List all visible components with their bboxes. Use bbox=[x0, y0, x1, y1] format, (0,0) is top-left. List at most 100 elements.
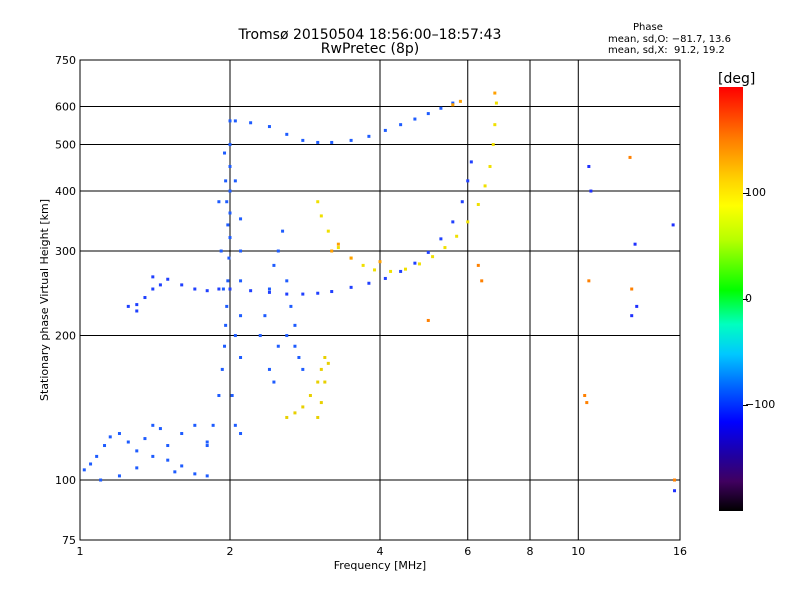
data-point bbox=[221, 287, 225, 291]
data-point bbox=[323, 380, 327, 384]
data-point bbox=[126, 440, 130, 444]
data-point bbox=[589, 189, 593, 193]
data-point bbox=[267, 287, 271, 291]
data-point bbox=[349, 256, 353, 260]
x-tick-label: 4 bbox=[377, 545, 384, 558]
colorbar-tick-label: 100 bbox=[745, 186, 766, 199]
data-point bbox=[630, 287, 634, 291]
colorbar-tick-mark bbox=[743, 405, 748, 406]
data-point bbox=[158, 427, 162, 431]
data-point bbox=[239, 314, 243, 318]
data-point bbox=[239, 249, 243, 253]
data-point bbox=[483, 184, 487, 188]
data-point bbox=[267, 125, 271, 129]
data-point bbox=[426, 112, 430, 116]
data-point bbox=[451, 220, 455, 224]
y-tick-label: 75 bbox=[62, 534, 76, 547]
data-point bbox=[233, 334, 237, 338]
y-tick-label: 400 bbox=[55, 185, 76, 198]
data-point bbox=[158, 283, 162, 287]
data-point bbox=[336, 246, 340, 250]
data-point bbox=[633, 242, 637, 246]
data-point bbox=[143, 296, 147, 300]
data-point bbox=[223, 344, 227, 348]
data-point bbox=[316, 380, 320, 384]
data-point bbox=[225, 304, 229, 308]
data-point bbox=[671, 223, 675, 227]
data-point bbox=[89, 462, 93, 466]
data-point bbox=[226, 223, 230, 227]
data-point bbox=[443, 246, 447, 250]
data-point bbox=[205, 444, 209, 448]
data-point bbox=[491, 143, 495, 147]
data-point bbox=[426, 318, 430, 322]
colorbar-tick-mark bbox=[743, 193, 748, 194]
chart-title-line-2: RwPretec (8p) bbox=[320, 41, 420, 57]
phase-stats-o: mean, sd,O: −81.7, 13.6 bbox=[608, 34, 731, 45]
data-point bbox=[289, 304, 293, 308]
data-point bbox=[223, 151, 227, 155]
data-point bbox=[476, 263, 480, 267]
data-point bbox=[293, 323, 297, 327]
x-tick-label: 6 bbox=[464, 545, 471, 558]
data-point bbox=[228, 143, 232, 147]
data-point bbox=[301, 405, 305, 409]
data-point bbox=[585, 401, 589, 405]
data-point bbox=[493, 91, 497, 95]
y-tick-label: 500 bbox=[55, 139, 76, 152]
data-point bbox=[349, 138, 353, 142]
data-point bbox=[82, 468, 86, 472]
data-point bbox=[180, 283, 184, 287]
data-point bbox=[151, 275, 155, 279]
data-point bbox=[587, 164, 591, 168]
data-point bbox=[166, 444, 170, 448]
data-point bbox=[367, 281, 371, 285]
data-point bbox=[336, 242, 340, 246]
data-point bbox=[308, 394, 312, 398]
data-point bbox=[220, 367, 224, 371]
phase-stats-header: Phase bbox=[633, 22, 663, 33]
data-point bbox=[493, 123, 497, 127]
data-point bbox=[316, 140, 320, 144]
data-point bbox=[373, 268, 377, 272]
y-tick-label: 600 bbox=[55, 101, 76, 114]
colorbar-tick-label: 0 bbox=[745, 292, 752, 305]
data-point bbox=[330, 249, 334, 253]
data-point bbox=[239, 217, 243, 221]
data-point bbox=[494, 101, 498, 105]
data-point bbox=[217, 394, 221, 398]
x-tick-label: 2 bbox=[227, 545, 234, 558]
data-point bbox=[135, 449, 139, 453]
x-tick-label: 8 bbox=[527, 545, 534, 558]
data-point bbox=[276, 249, 280, 253]
data-point bbox=[476, 202, 480, 206]
data-point bbox=[451, 101, 455, 105]
data-point bbox=[383, 276, 387, 280]
y-tick-label: 750 bbox=[55, 54, 76, 67]
data-point bbox=[230, 394, 234, 398]
data-point bbox=[205, 289, 209, 293]
data-point bbox=[99, 478, 103, 482]
x-tick-label: 1 bbox=[77, 545, 84, 558]
data-point bbox=[466, 179, 470, 183]
data-point bbox=[316, 415, 320, 419]
data-point bbox=[628, 155, 632, 159]
data-point bbox=[263, 314, 267, 318]
data-point bbox=[403, 267, 407, 271]
data-point bbox=[383, 128, 387, 132]
phase-stats-x: mean, sd,X: 91.2, 19.2 bbox=[608, 45, 725, 56]
data-point bbox=[228, 287, 232, 291]
data-point bbox=[151, 423, 155, 427]
data-point bbox=[367, 134, 371, 138]
data-point bbox=[117, 432, 121, 436]
x-axis-label: Frequency [MHz] bbox=[334, 559, 426, 572]
data-point bbox=[480, 279, 484, 283]
data-point bbox=[630, 314, 634, 318]
data-point bbox=[301, 367, 305, 371]
data-point bbox=[455, 234, 459, 238]
data-point bbox=[635, 304, 639, 308]
data-point bbox=[583, 394, 587, 398]
x-tick-label: 16 bbox=[673, 545, 687, 558]
data-point bbox=[378, 260, 382, 264]
